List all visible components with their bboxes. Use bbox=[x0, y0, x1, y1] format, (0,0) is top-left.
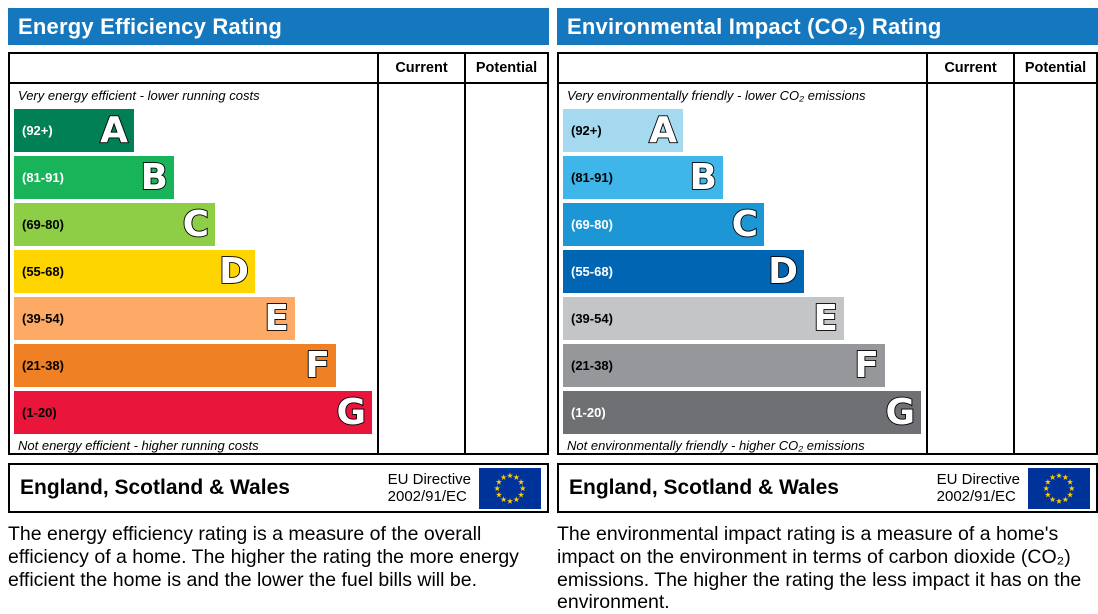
band-area: Very energy efficient - lower running co… bbox=[10, 84, 377, 453]
page-title: Energy Efficiency Rating bbox=[18, 13, 282, 39]
environmental-impact-panel: Environmental Impact (CO₂) Rating Curren… bbox=[557, 8, 1098, 614]
region-footer: England, Scotland & Wales EU Directive 2… bbox=[8, 463, 549, 513]
band-range: (92+) bbox=[22, 123, 53, 138]
potential-column bbox=[464, 84, 547, 453]
potential-column-header: Potential bbox=[464, 54, 547, 84]
band-g: (1-20) G bbox=[563, 391, 921, 434]
band-g: (1-20) G bbox=[14, 391, 372, 434]
band-area: Very environmentally friendly - lower CO… bbox=[559, 84, 926, 453]
band-b: (81-91) B bbox=[14, 156, 174, 199]
eu-flag-icon bbox=[479, 467, 541, 509]
band-letter: G bbox=[885, 391, 916, 433]
current-column-header: Current bbox=[377, 54, 464, 84]
band-d: (55-68) D bbox=[14, 250, 255, 293]
band-range: (1-20) bbox=[571, 405, 606, 420]
page-title: Environmental Impact (CO₂) Rating bbox=[567, 13, 942, 39]
top-note: Very environmentally friendly - lower CO… bbox=[567, 88, 866, 103]
eu-flag-icon bbox=[1028, 467, 1090, 509]
band-range: (21-38) bbox=[22, 358, 64, 373]
band-range: (55-68) bbox=[22, 264, 64, 279]
band-letter: D bbox=[218, 250, 250, 292]
band-a: (92+) A bbox=[563, 109, 683, 152]
environmental-rating-chart: Current Potential Very environmentally f… bbox=[557, 52, 1098, 455]
eu-directive-line2: 2002/91/EC bbox=[387, 488, 467, 505]
band-letter: G bbox=[336, 391, 367, 433]
band-c: (69-80) C bbox=[563, 203, 764, 246]
band-c: (69-80) C bbox=[14, 203, 215, 246]
band-letter: A bbox=[648, 109, 678, 151]
potential-column bbox=[1013, 84, 1096, 453]
band-range: (39-54) bbox=[22, 311, 64, 326]
chart-description: The environmental impact rating is a mea… bbox=[557, 523, 1082, 614]
chart-description: The energy efficiency rating is a measur… bbox=[8, 523, 519, 591]
band-letter: E bbox=[813, 297, 839, 339]
band-range: (81-91) bbox=[22, 170, 64, 185]
current-column bbox=[926, 84, 1013, 453]
chart-corner bbox=[559, 54, 926, 84]
region-footer: England, Scotland & Wales EU Directive 2… bbox=[557, 463, 1098, 513]
band-e: (39-54) E bbox=[563, 297, 844, 340]
band-f: (21-38) F bbox=[14, 344, 336, 387]
energy-panel-header: Energy Efficiency Rating bbox=[8, 8, 549, 45]
band-letter: B bbox=[140, 156, 169, 198]
band-range: (39-54) bbox=[571, 311, 613, 326]
band-range: (69-80) bbox=[22, 217, 64, 232]
band-letter: B bbox=[689, 156, 718, 198]
bottom-note: Not energy efficient - higher running co… bbox=[18, 438, 259, 453]
eu-directive-line1: EU Directive bbox=[387, 470, 471, 488]
band-range: (21-38) bbox=[571, 358, 613, 373]
band-letter: A bbox=[99, 109, 129, 151]
band-letter: F bbox=[854, 344, 880, 386]
band-letter: C bbox=[731, 203, 759, 245]
energy-rating-chart: Current Potential Very energy efficient … bbox=[8, 52, 549, 455]
band-d: (55-68) D bbox=[563, 250, 804, 293]
eu-directive-line2: 2002/91/EC bbox=[936, 488, 1016, 505]
region-label: England, Scotland & Wales bbox=[569, 476, 839, 499]
band-letter: C bbox=[182, 203, 210, 245]
eu-directive-label: EU Directive 2002/91/EC bbox=[937, 471, 1020, 506]
bottom-note: Not environmentally friendly - higher CO… bbox=[567, 438, 865, 453]
band-a: (92+) A bbox=[14, 109, 134, 152]
band-b: (81-91) B bbox=[563, 156, 723, 199]
eu-directive-label: EU Directive 2002/91/EC bbox=[388, 471, 471, 506]
chart-corner bbox=[10, 54, 377, 84]
top-note: Very energy efficient - lower running co… bbox=[18, 88, 260, 103]
band-range: (92+) bbox=[571, 123, 602, 138]
band-range: (1-20) bbox=[22, 405, 57, 420]
eu-directive-line1: EU Directive bbox=[936, 470, 1020, 488]
band-range: (69-80) bbox=[571, 217, 613, 232]
current-column bbox=[377, 84, 464, 453]
band-range: (55-68) bbox=[571, 264, 613, 279]
band-e: (39-54) E bbox=[14, 297, 295, 340]
band-range: (81-91) bbox=[571, 170, 613, 185]
region-label: England, Scotland & Wales bbox=[20, 476, 290, 499]
current-column-header: Current bbox=[926, 54, 1013, 84]
band-letter: D bbox=[767, 250, 799, 292]
potential-column-header: Potential bbox=[1013, 54, 1096, 84]
band-letter: E bbox=[264, 297, 290, 339]
band-f: (21-38) F bbox=[563, 344, 885, 387]
energy-efficiency-panel: Energy Efficiency Rating Current Potenti… bbox=[8, 8, 549, 614]
band-letter: F bbox=[305, 344, 331, 386]
environmental-panel-header: Environmental Impact (CO₂) Rating bbox=[557, 8, 1098, 45]
